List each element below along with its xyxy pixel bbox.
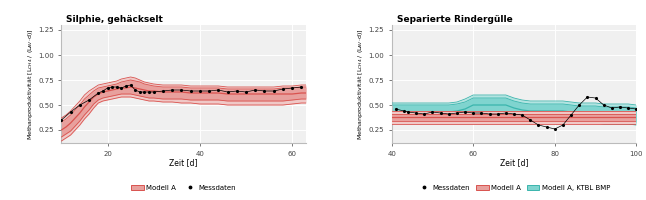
Text: Separierte Rindergülle: Separierte Rindergülle: [397, 15, 512, 24]
Legend: Messdaten, Modell A, Modell A, KTBL BMP: Messdaten, Modell A, Modell A, KTBL BMP: [415, 182, 613, 193]
Y-axis label: Methanproduktivität [L$_{{CH4}}$ / (L$_{{AV}}$·d)]: Methanproduktivität [L$_{{CH4}}$ / (L$_{…: [357, 28, 366, 140]
Text: Silphie, gehäckselt: Silphie, gehäckselt: [67, 15, 163, 24]
Legend: Modell A, Messdaten: Modell A, Messdaten: [129, 182, 239, 193]
X-axis label: Zeit [d]: Zeit [d]: [169, 158, 198, 167]
Y-axis label: Methanproduktivität [L$_{{CH4}}$ / (L$_{{AV}}$·d)]: Methanproduktivität [L$_{{CH4}}$ / (L$_{…: [26, 28, 35, 140]
X-axis label: Zeit [d]: Zeit [d]: [500, 158, 528, 167]
